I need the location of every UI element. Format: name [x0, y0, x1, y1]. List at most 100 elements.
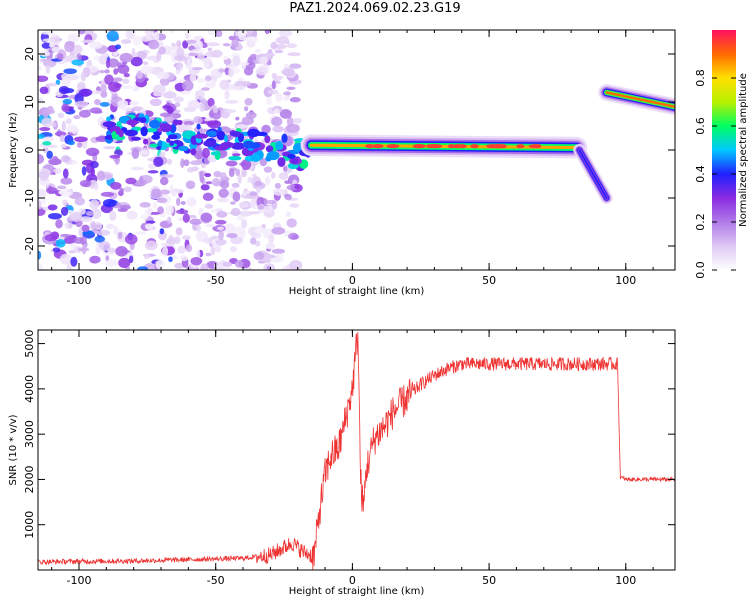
- noise-blob: [117, 64, 130, 75]
- noise-blob: [218, 229, 224, 240]
- noise-blob: [85, 147, 100, 157]
- tone-blob: [194, 133, 209, 139]
- noise-blob: [275, 36, 290, 44]
- tone-blob: [250, 153, 261, 162]
- noise-blob: [149, 211, 161, 215]
- noise-blob: [93, 224, 102, 229]
- noise-blob: [234, 260, 244, 268]
- noise-blob: [279, 109, 292, 119]
- noise-blob: [104, 69, 110, 74]
- noise-blob: [58, 85, 70, 95]
- noise-blob: [55, 79, 61, 86]
- noise-blob: [51, 155, 59, 165]
- noise-blob: [214, 219, 227, 225]
- noise-blob: [100, 191, 115, 197]
- spectrogram-y-tick-label: -10: [23, 189, 36, 207]
- tone-blob: [275, 140, 284, 151]
- noise-blob: [95, 245, 101, 255]
- noise-blob: [196, 249, 201, 259]
- noise-blob: [193, 116, 203, 124]
- tone-blob: [277, 157, 286, 167]
- tone-blob: [157, 127, 162, 133]
- noise-blob: [208, 108, 222, 120]
- upper-tone: [605, 91, 675, 109]
- noise-blob: [175, 227, 183, 236]
- noise-blob: [232, 85, 246, 91]
- noise-blob: [63, 236, 75, 245]
- noise-blob: [273, 108, 280, 114]
- noise-blob: [61, 120, 66, 132]
- noise-blob: [78, 216, 93, 222]
- noise-blob: [289, 97, 301, 103]
- snr-y-axis-label: SNR (10 * v/v): [8, 414, 19, 485]
- noise-blob: [289, 63, 302, 69]
- noise-blob: [202, 147, 211, 159]
- noise-blob: [245, 30, 257, 38]
- tone-blob: [247, 128, 260, 138]
- noise-blob: [64, 41, 75, 53]
- noise-blob: [143, 254, 151, 260]
- noise-blob: [201, 87, 210, 91]
- noise-blob: [59, 188, 73, 197]
- noise-blob: [268, 234, 275, 244]
- noise-blob: [62, 168, 69, 179]
- snr-data-point: [625, 478, 627, 481]
- noise-blob: [177, 55, 184, 59]
- noise-blob: [140, 149, 149, 155]
- noise-blob: [263, 166, 273, 173]
- noise-blob: [105, 255, 110, 261]
- spectrogram-x-axis-label: Height of straight line (km): [289, 286, 425, 297]
- tone-blob: [203, 140, 217, 147]
- snr-data-point: [619, 476, 621, 478]
- noise-blob: [62, 98, 73, 105]
- noise-blob: [183, 159, 190, 167]
- snr-data-point: [343, 424, 345, 426]
- noise-blob: [223, 223, 236, 234]
- noise-blob: [175, 197, 181, 207]
- spectrogram-y-tick-label: -20: [23, 237, 36, 255]
- noise-blob: [140, 65, 154, 75]
- noise-blob: [173, 236, 181, 244]
- noise-blob: [271, 116, 283, 127]
- snr-data-point: [242, 557, 244, 559]
- noise-blob: [123, 72, 130, 78]
- noise-blob: [165, 204, 174, 215]
- noise-blob: [118, 257, 131, 269]
- noise-blob: [91, 208, 102, 220]
- tone-blob: [106, 116, 112, 122]
- noise-blob: [254, 180, 262, 187]
- noise-blob: [183, 106, 196, 113]
- tone-blob: [196, 123, 201, 130]
- noise-blob: [186, 39, 197, 44]
- noise-blob: [243, 106, 249, 112]
- tone-blob: [158, 140, 163, 147]
- tone-blob: [177, 119, 183, 126]
- noise-blob: [243, 36, 256, 42]
- noise-blob: [142, 61, 149, 66]
- noise-blob: [120, 85, 133, 89]
- noise-blob: [248, 211, 261, 215]
- noise-blob: [122, 78, 130, 85]
- noise-blob: [136, 70, 144, 80]
- noise-blob: [42, 136, 55, 142]
- snr-data-point: [360, 478, 362, 481]
- noise-blob: [46, 187, 58, 194]
- noise-blob: [206, 42, 220, 47]
- noise-blob: [38, 97, 44, 103]
- noise-blob: [202, 192, 214, 202]
- noise-blob: [205, 120, 219, 126]
- noise-blob: [236, 215, 245, 221]
- noise-blob: [113, 226, 119, 236]
- noise-blob: [90, 161, 99, 169]
- snr-data-point: [461, 363, 463, 365]
- noise-blob: [228, 35, 236, 41]
- noise-blob: [117, 231, 123, 240]
- noise-blob: [49, 34, 61, 46]
- tone-peak: [470, 144, 479, 149]
- noise-blob: [228, 69, 234, 78]
- noise-blob: [67, 140, 75, 146]
- noise-blob: [237, 173, 242, 184]
- noise-blob: [55, 238, 66, 248]
- snr-data-point: [515, 363, 518, 365]
